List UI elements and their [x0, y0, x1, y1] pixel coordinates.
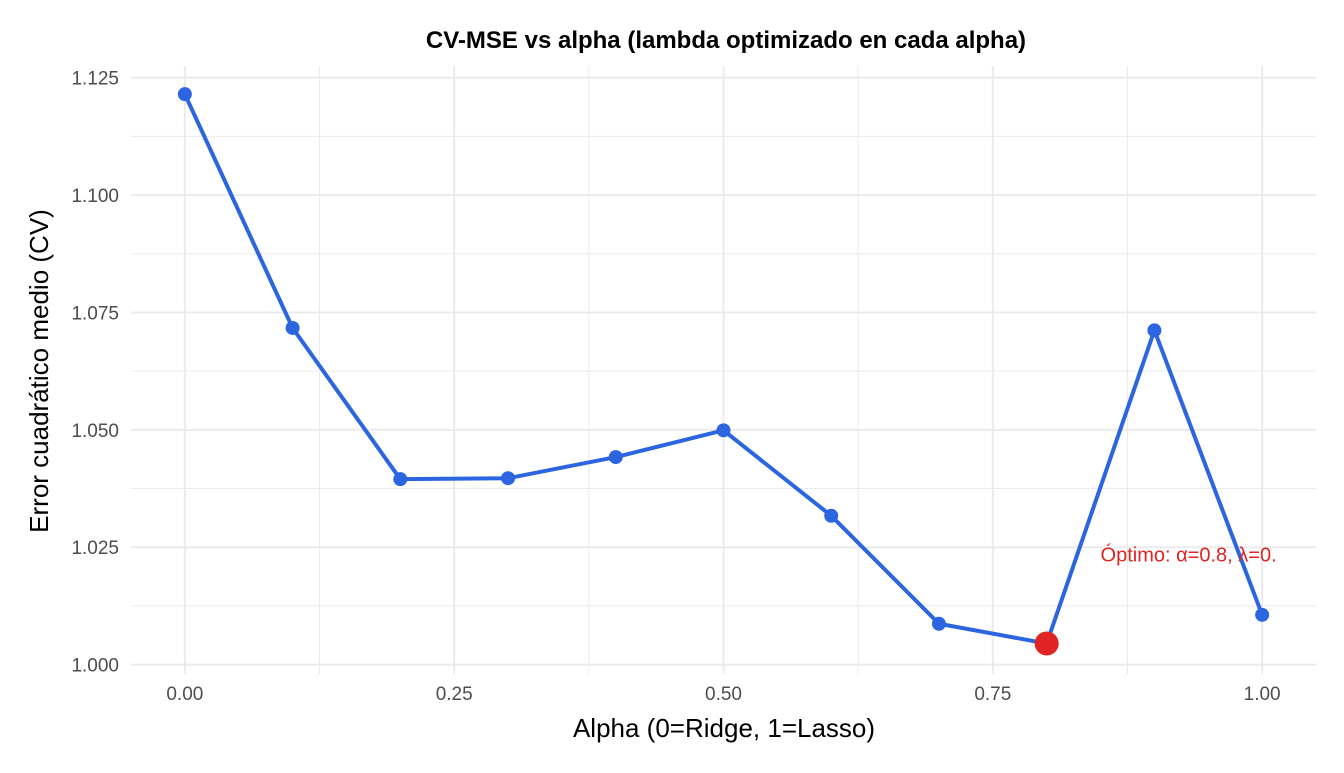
data-point — [931, 616, 946, 631]
tick-labels: 0.00 0.25 0.50 0.75 1.00 1.000 1.025 1.050 1.075… — [71, 69, 1280, 705]
data-point — [1147, 323, 1162, 338]
data-point — [824, 508, 839, 523]
x-tick-label: 1.00 — [1244, 684, 1281, 705]
x-tick-label: 0.00 — [166, 684, 203, 705]
x-tick-label: 0.50 — [705, 684, 742, 705]
y-tick-label: 1.125 — [71, 69, 119, 90]
data-point — [1255, 607, 1270, 622]
y-tick-label: 1.100 — [71, 186, 119, 207]
y-tick-label: 1.075 — [71, 303, 119, 324]
y-tick-label: 1.000 — [71, 656, 119, 677]
major-gridlines — [131, 66, 1316, 674]
x-axis-title: Alpha (0=Ridge, 1=Lasso) — [573, 713, 875, 743]
chart-title: CV-MSE vs alpha (lambda optimizado en ca… — [426, 27, 1026, 54]
y-axis-title: Error cuadrático medio (CV) — [24, 209, 54, 533]
optimum-annotation: Óptimo: α=0.8, λ=0. — [1101, 543, 1277, 566]
data-point — [177, 87, 192, 102]
y-tick-label: 1.025 — [71, 538, 119, 559]
data-point — [716, 423, 731, 438]
data-point — [393, 472, 408, 487]
y-tick-label: 1.050 — [71, 421, 119, 442]
x-tick-label: 0.75 — [974, 684, 1011, 705]
optimum-point — [1034, 631, 1059, 656]
data-point — [285, 320, 300, 335]
data-point — [608, 450, 623, 465]
x-tick-label: 0.25 — [436, 684, 473, 705]
data-point — [501, 471, 516, 486]
points-group — [177, 87, 1270, 656]
